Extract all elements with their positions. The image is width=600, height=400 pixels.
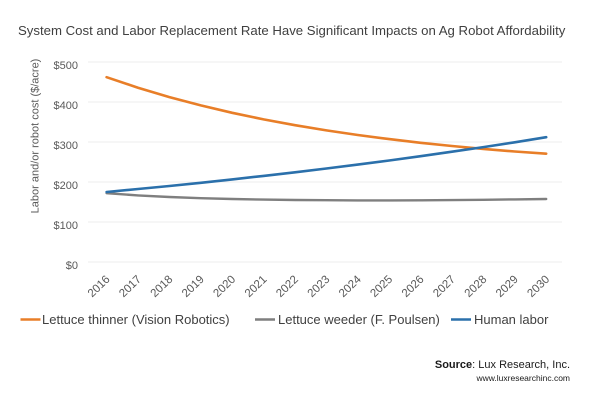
svg-text:Source: Lux Research, Inc.: Source: Lux Research, Inc.: [435, 359, 570, 371]
svg-text:$100: $100: [54, 220, 78, 232]
svg-text:$500: $500: [54, 60, 78, 72]
svg-text:System Cost and Labor Replacem: System Cost and Labor Replacement Rate H…: [18, 23, 566, 38]
svg-text:Lettuce weeder (F. Poulsen): Lettuce weeder (F. Poulsen): [278, 312, 440, 327]
svg-text:Lettuce thinner (Vision Roboti: Lettuce thinner (Vision Robotics): [42, 312, 230, 327]
svg-text:$300: $300: [54, 140, 78, 152]
svg-text:$0: $0: [66, 260, 78, 272]
svg-text:$400: $400: [54, 100, 78, 112]
svg-text:www.luxresearchinc.com: www.luxresearchinc.com: [475, 373, 570, 383]
svg-text:Labor and/or robot cost ($/acr: Labor and/or robot cost ($/acre): [30, 59, 42, 214]
svg-text:Human labor: Human labor: [474, 312, 549, 327]
svg-text:$200: $200: [54, 180, 78, 192]
